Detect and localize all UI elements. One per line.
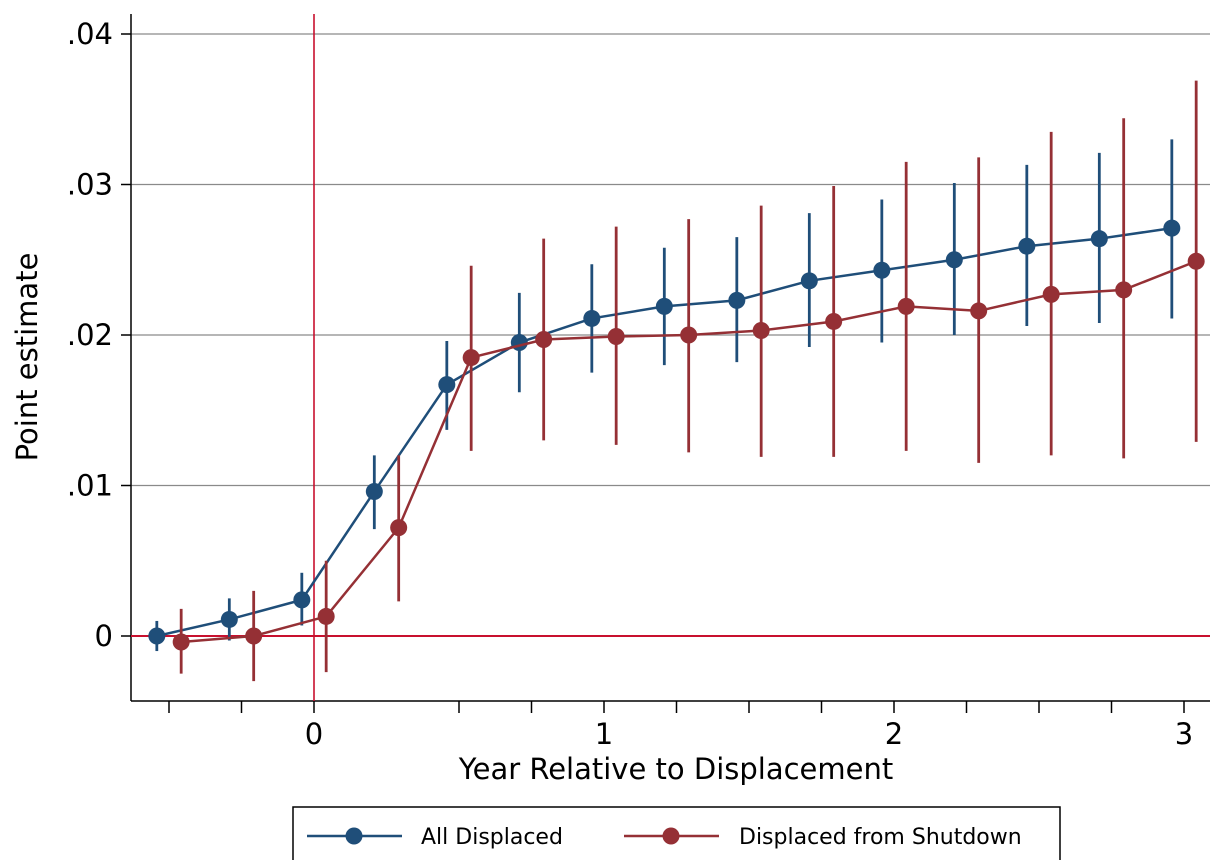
tick-labels: 0 .01 .02 .03 .04 0 1 2 3: [67, 17, 1193, 751]
y-tick-label-2: .02: [67, 318, 113, 352]
series-1-point-13: [1115, 281, 1133, 299]
series-0-point-11: [945, 251, 963, 269]
y-tick-label-4: .04: [67, 17, 113, 51]
series-0-point-3: [365, 483, 383, 501]
legend-marker-displaced-from-shutdown: [662, 827, 680, 845]
series-0: [148, 139, 1181, 652]
series-1-point-9: [825, 312, 843, 330]
legend-label-all-displaced: All Displaced: [421, 825, 563, 850]
series-0-point-12: [1018, 237, 1036, 255]
series-0-point-8: [728, 291, 746, 309]
x-tick-label-2: 2: [885, 717, 903, 751]
y-tick-label-1: .01: [67, 469, 113, 503]
x-tick-label-1: 1: [595, 717, 613, 751]
series-0-point-9: [800, 272, 818, 290]
series-0-point-14: [1163, 219, 1181, 237]
series-1-point-3: [390, 519, 408, 537]
series-1: [172, 80, 1205, 682]
reference-lines: [131, 14, 1210, 701]
y-axis-title: Point estimate: [10, 253, 44, 462]
series-0-point-4: [438, 376, 456, 394]
series-1-point-8: [752, 321, 770, 339]
series: [148, 80, 1205, 682]
x-tick-label-0: 0: [305, 717, 323, 751]
legend: All Displaced Displaced from Shutdown: [292, 806, 1061, 860]
series-0-point-5: [510, 334, 528, 352]
series-0-point-2: [293, 591, 311, 609]
axes: [121, 14, 1210, 713]
grid-lines: [131, 33, 1210, 487]
series-1-point-6: [607, 328, 625, 346]
x-tick-label-3: 3: [1175, 717, 1193, 751]
series-0-point-13: [1090, 230, 1108, 248]
y-tick-label-3: .03: [67, 168, 113, 202]
series-0-point-7: [655, 297, 673, 315]
y-tick-label-0: 0: [95, 619, 113, 653]
series-0-point-6: [583, 309, 601, 327]
series-1-point-12: [1042, 285, 1060, 303]
series-1-point-11: [970, 302, 988, 320]
series-1-point-1: [245, 627, 263, 645]
series-1-point-14: [1187, 252, 1205, 270]
legend-marker-all-displaced: [345, 827, 363, 845]
x-axis-title: Year Relative to Displacement: [458, 752, 893, 786]
series-1-point-0: [172, 633, 190, 651]
series-1-point-10: [897, 297, 915, 315]
series-0-point-0: [148, 627, 166, 645]
series-0-point-10: [873, 261, 891, 279]
series-1-point-7: [680, 326, 698, 344]
legend-label-displaced-from-shutdown: Displaced from Shutdown: [739, 825, 1022, 850]
series-1-point-2: [317, 607, 335, 625]
series-1-point-4: [462, 349, 480, 367]
series-0-point-1: [220, 610, 238, 628]
series-1-point-5: [535, 331, 553, 349]
